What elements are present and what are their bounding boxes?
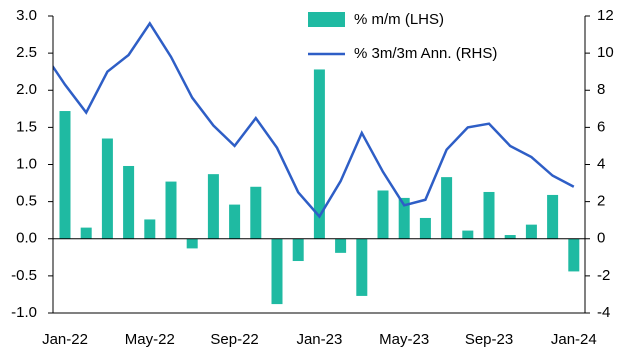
y-tick-label: 2.5 bbox=[16, 44, 37, 61]
y-tick-label: 2.0 bbox=[16, 81, 37, 98]
x-tick-label: Jan-23 bbox=[296, 331, 342, 348]
x-tick-label: Jan-24 bbox=[551, 331, 597, 348]
x-tick-label: Sep-22 bbox=[210, 331, 258, 348]
y2-tick-label: 8 bbox=[597, 81, 605, 98]
bar bbox=[207, 174, 219, 239]
y2-tick-label: 0 bbox=[597, 230, 605, 247]
bar bbox=[483, 191, 495, 239]
bar bbox=[59, 111, 71, 239]
bar bbox=[229, 204, 241, 239]
y-tick-label: 1.0 bbox=[16, 155, 37, 172]
bar bbox=[250, 186, 262, 239]
bar bbox=[165, 181, 177, 239]
y2-tick-label: 6 bbox=[597, 118, 605, 135]
bar bbox=[271, 238, 283, 305]
bar bbox=[123, 165, 135, 239]
bar bbox=[356, 238, 368, 296]
bar bbox=[462, 230, 474, 239]
legend-label: % m/m (LHS) bbox=[354, 11, 444, 28]
bar bbox=[441, 177, 453, 239]
y2-tick-label: 2 bbox=[597, 193, 605, 210]
bar bbox=[335, 238, 347, 253]
bar bbox=[292, 238, 304, 262]
y2-tick-label: 4 bbox=[597, 155, 605, 172]
bar bbox=[419, 217, 431, 239]
y-tick-label: -1.0 bbox=[11, 304, 37, 321]
legend-label: % 3m/3m Ann. (RHS) bbox=[354, 45, 497, 62]
bar bbox=[186, 238, 198, 249]
plot-area bbox=[53, 21, 580, 305]
bar bbox=[80, 227, 92, 239]
x-tick-label: Jan-22 bbox=[42, 331, 88, 348]
line bbox=[53, 21, 575, 219]
x-tick-label: May-23 bbox=[379, 331, 429, 348]
bar bbox=[101, 138, 113, 239]
bar bbox=[525, 224, 537, 239]
bar bbox=[313, 69, 325, 239]
bar bbox=[398, 197, 410, 239]
bar bbox=[504, 235, 516, 239]
y2-tick-label: 12 bbox=[597, 7, 614, 24]
x-tick-label: Sep-23 bbox=[465, 331, 513, 348]
y-tick-label: 1.5 bbox=[16, 118, 37, 135]
bar bbox=[144, 219, 156, 239]
y-tick-label: 0.5 bbox=[16, 193, 37, 210]
y2-tick-label: -4 bbox=[597, 304, 610, 321]
y2-tick-label: -2 bbox=[597, 267, 610, 284]
y-tick-label: -0.5 bbox=[11, 267, 37, 284]
bar bbox=[377, 190, 389, 239]
bar bbox=[568, 238, 580, 272]
y-tick-label: 0.0 bbox=[16, 230, 37, 247]
legend-swatch bbox=[308, 12, 345, 27]
bar bbox=[547, 194, 559, 239]
y-tick-label: 3.0 bbox=[16, 7, 37, 24]
x-tick-label: May-22 bbox=[125, 331, 175, 348]
y2-tick-label: 10 bbox=[597, 44, 614, 61]
